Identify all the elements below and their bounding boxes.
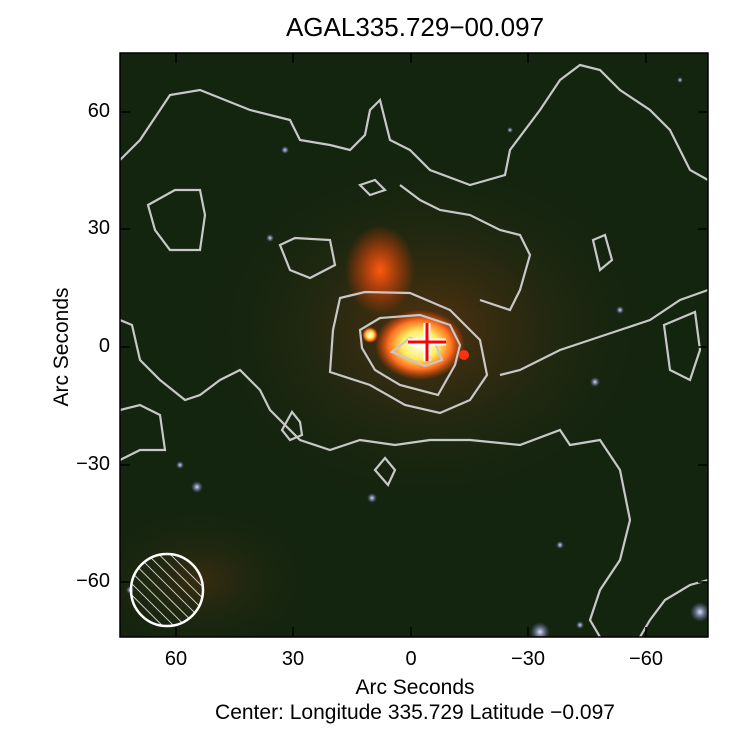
plot-frame <box>119 52 709 638</box>
y-tick-label: 60 <box>87 100 110 122</box>
chart-title: AGAL335.729−00.097 <box>285 12 545 42</box>
y-tick-label: −60 <box>76 570 110 592</box>
nebula-jet <box>345 225 415 315</box>
x-tick-label: 60 <box>164 648 188 670</box>
x-tick-label: 30 <box>281 648 305 670</box>
image-area <box>120 53 708 637</box>
stars <box>126 77 708 637</box>
y-tick-label: −30 <box>76 453 110 475</box>
x-tick-label: 0 <box>405 648 417 670</box>
x-tick-label: −30 <box>511 648 545 670</box>
x-tick-label: −60 <box>629 648 663 670</box>
y-tick-label: 30 <box>87 217 110 239</box>
ticks <box>120 53 708 637</box>
contours <box>120 63 708 637</box>
source-marker-cross-icon <box>408 323 446 361</box>
x-axis-label: Arc Seconds <box>355 676 475 699</box>
beam-icon <box>129 552 205 628</box>
center-coordinates: Center: Longitude 335.729 Latitude −0.09… <box>215 701 615 724</box>
y-tick-label: 0 <box>98 335 110 357</box>
y-axis-label: Arc Seconds <box>50 287 73 407</box>
